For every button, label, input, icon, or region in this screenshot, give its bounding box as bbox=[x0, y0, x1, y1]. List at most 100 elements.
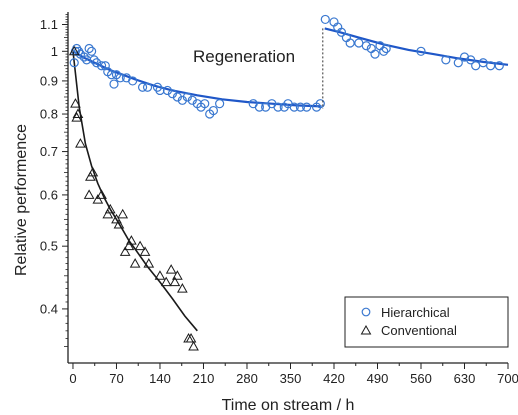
x-tick-label: 350 bbox=[280, 371, 302, 386]
data-point-hierarchical bbox=[79, 52, 89, 62]
data-point-hierarchical bbox=[453, 58, 463, 68]
x-tick-label: 560 bbox=[410, 371, 432, 386]
data-point-conventional bbox=[119, 246, 131, 256]
data-point-conventional bbox=[134, 240, 146, 251]
data-point-conventional bbox=[188, 340, 199, 351]
data-point-hierarchical bbox=[87, 46, 97, 56]
data-point-hierarchical bbox=[471, 61, 481, 71]
data-point-conventional bbox=[87, 166, 99, 177]
data-point-hierarchical bbox=[142, 82, 153, 92]
data-point-hierarchical bbox=[441, 55, 451, 65]
legend-box bbox=[344, 296, 509, 348]
data-point-conventional bbox=[92, 194, 104, 204]
data-point-hierarchical bbox=[336, 27, 347, 37]
data-point-hierarchical bbox=[370, 49, 380, 59]
data-point-conventional bbox=[185, 333, 197, 343]
data-point-hierarchical bbox=[69, 58, 79, 68]
data-point-hierarchical bbox=[254, 102, 265, 112]
data-point-hierarchical bbox=[84, 43, 94, 54]
data-point-hierarchical bbox=[354, 38, 364, 48]
data-point-hierarchical bbox=[115, 73, 125, 83]
legend-marker-conventional bbox=[360, 324, 372, 335]
legend-marker-hierarchical bbox=[361, 307, 371, 317]
data-point-hierarchical bbox=[295, 102, 306, 112]
data-point-conventional bbox=[169, 276, 181, 287]
data-point-conventional bbox=[165, 264, 177, 274]
x-tick-label: 490 bbox=[367, 371, 389, 386]
legend-label-hierarchical: Hierarchical bbox=[381, 305, 450, 320]
y-tick-label: 1.1 bbox=[40, 17, 58, 32]
data-point-conventional bbox=[70, 98, 81, 108]
data-point-conventional bbox=[126, 235, 137, 245]
data-point-hierarchical bbox=[466, 55, 476, 65]
data-point-conventional bbox=[68, 45, 80, 56]
data-point-hierarchical bbox=[100, 61, 110, 71]
data-point-hierarchical bbox=[91, 58, 102, 68]
data-point-conventional bbox=[102, 208, 114, 219]
data-point-conventional bbox=[139, 246, 151, 256]
data-point-hierarchical bbox=[96, 61, 107, 71]
x-tick-label: 140 bbox=[149, 371, 171, 386]
data-point-hierarchical bbox=[128, 76, 138, 86]
y-tick-label: 0.8 bbox=[40, 107, 58, 122]
data-point-hierarchical bbox=[273, 102, 283, 112]
data-point-conventional bbox=[75, 138, 86, 148]
data-point-hierarchical bbox=[89, 55, 99, 65]
data-point-conventional bbox=[83, 189, 95, 199]
data-point-hierarchical bbox=[485, 61, 496, 71]
y-tick-label: 0.6 bbox=[40, 187, 58, 202]
x-axis-title: Time on stream / h bbox=[222, 397, 355, 414]
y-axis-title: Relative performence bbox=[13, 124, 30, 276]
data-point-hierarchical bbox=[208, 105, 219, 116]
legend-label-conventional: Conventional bbox=[381, 323, 457, 338]
x-tick-label: 280 bbox=[236, 371, 258, 386]
data-point-conventional bbox=[72, 108, 84, 119]
data-point-hierarchical bbox=[137, 82, 148, 92]
x-tick-label: 210 bbox=[193, 371, 215, 386]
x-tick-label: 0 bbox=[69, 371, 76, 386]
data-point-conventional bbox=[104, 203, 116, 214]
fit-layer bbox=[72, 27, 509, 332]
x-tick-label: 70 bbox=[109, 371, 123, 386]
fit-line-conventional bbox=[72, 51, 198, 332]
data-point-conventional bbox=[129, 258, 141, 268]
data-point-hierarchical bbox=[320, 14, 330, 25]
y-tick-label: 0.4 bbox=[40, 301, 58, 316]
y-tick-label: 0.5 bbox=[40, 239, 58, 254]
x-tick-label: 420 bbox=[323, 371, 345, 386]
regeneration-annotation: Regeneration bbox=[193, 47, 295, 66]
data-point-conventional bbox=[96, 189, 107, 199]
data-point-hierarchical bbox=[381, 43, 391, 54]
data-point-hierarchical bbox=[200, 99, 210, 109]
data-point-hierarchical bbox=[302, 102, 312, 112]
data-point-hierarchical bbox=[315, 99, 325, 109]
data-point-hierarchical bbox=[379, 46, 389, 56]
data-point-conventional bbox=[113, 219, 125, 229]
data-point-hierarchical bbox=[162, 85, 173, 96]
data-point-conventional bbox=[154, 270, 166, 280]
axes-layer: 0 70 140 210 280 350 420 490 560 630 700 0.4 0.5 0.6 0… bbox=[40, 12, 518, 386]
data-point-hierarchical bbox=[345, 38, 355, 48]
data-point-hierarchical bbox=[416, 46, 426, 56]
points-layer bbox=[68, 14, 504, 351]
data-point-hierarchical bbox=[494, 61, 504, 71]
x-tick-label: 630 bbox=[454, 371, 476, 386]
data-point-conventional bbox=[143, 258, 155, 268]
data-point-hierarchical bbox=[106, 70, 117, 80]
y-tick-label: 1 bbox=[51, 44, 58, 59]
data-point-conventional bbox=[160, 276, 172, 287]
legend: Hierarchical Conventional bbox=[344, 296, 509, 348]
y-tick-label: 0.7 bbox=[40, 144, 58, 159]
data-point-conventional bbox=[117, 208, 129, 219]
data-point-hierarchical bbox=[215, 99, 225, 109]
data-point-conventional bbox=[123, 240, 135, 251]
y-tick-label: 0.9 bbox=[40, 73, 58, 88]
annotation-layer: Regeneration bbox=[193, 28, 324, 109]
data-point-hierarchical bbox=[167, 89, 178, 99]
data-point-conventional bbox=[111, 213, 122, 224]
data-point-conventional bbox=[176, 283, 188, 293]
data-point-hierarchical bbox=[289, 102, 299, 112]
data-point-hierarchical bbox=[361, 41, 371, 51]
